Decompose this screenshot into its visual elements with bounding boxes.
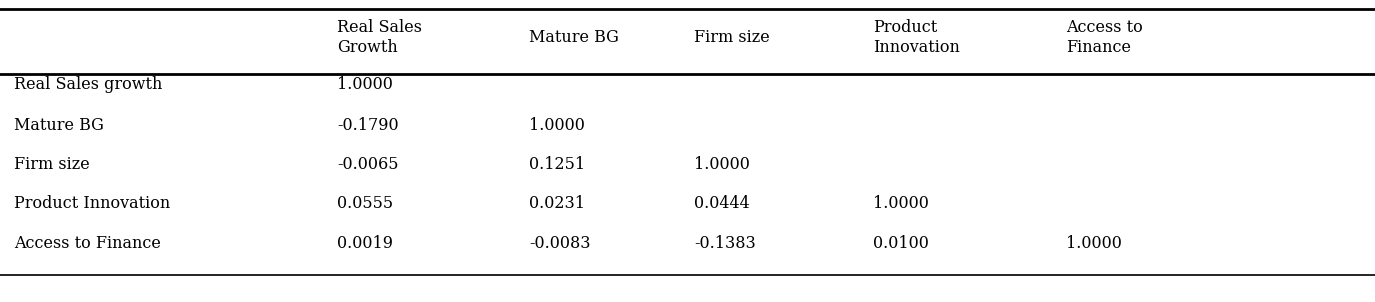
Text: Real Sales
Growth: Real Sales Growth: [337, 19, 422, 56]
Text: Mature BG: Mature BG: [529, 29, 619, 46]
Text: 1.0000: 1.0000: [1066, 235, 1122, 252]
Text: Access to Finance: Access to Finance: [14, 235, 161, 252]
Text: 0.0555: 0.0555: [337, 195, 393, 212]
Text: 0.1251: 0.1251: [529, 156, 586, 173]
Text: 0.0100: 0.0100: [873, 235, 930, 252]
Text: -0.0083: -0.0083: [529, 235, 591, 252]
Text: 1.0000: 1.0000: [529, 117, 586, 134]
Text: -0.1383: -0.1383: [694, 235, 756, 252]
Text: 0.0019: 0.0019: [337, 235, 393, 252]
Text: 1.0000: 1.0000: [694, 156, 751, 173]
Text: 1.0000: 1.0000: [337, 76, 393, 93]
Text: Real Sales growth: Real Sales growth: [14, 76, 162, 93]
Text: Mature BG: Mature BG: [14, 117, 103, 134]
Text: 1.0000: 1.0000: [873, 195, 930, 212]
Text: Access to
Finance: Access to Finance: [1066, 19, 1143, 56]
Text: 0.0444: 0.0444: [694, 195, 751, 212]
Text: Product Innovation: Product Innovation: [14, 195, 170, 212]
Text: -0.1790: -0.1790: [337, 117, 399, 134]
Text: -0.0065: -0.0065: [337, 156, 399, 173]
Text: Firm size: Firm size: [14, 156, 89, 173]
Text: Firm size: Firm size: [694, 29, 770, 46]
Text: 0.0231: 0.0231: [529, 195, 586, 212]
Text: Product
Innovation: Product Innovation: [873, 19, 960, 56]
